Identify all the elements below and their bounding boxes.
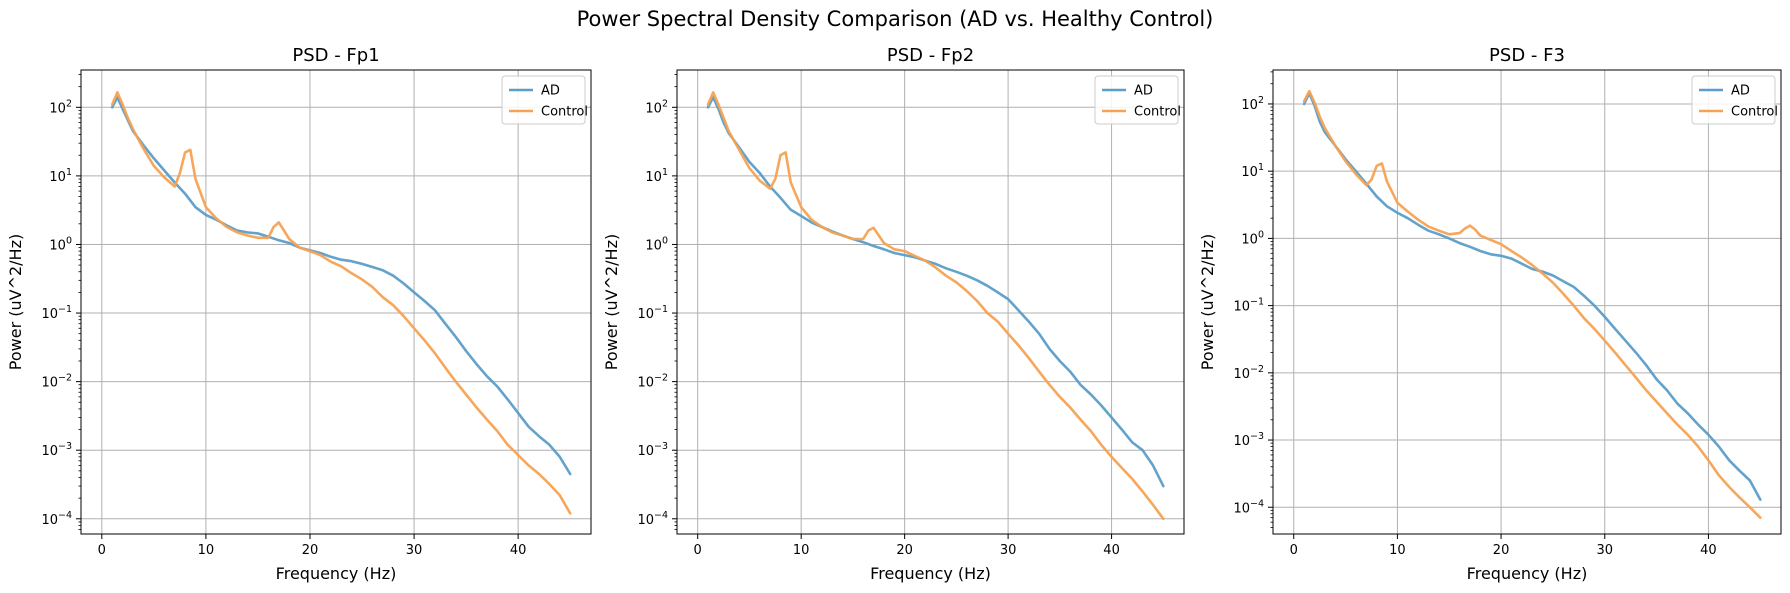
y-tick-label: 10−1 — [637, 304, 668, 322]
y-tick-label: 10−3 — [41, 441, 72, 459]
series-line-control — [1302, 89, 1762, 520]
x-tick-label: 20 — [896, 543, 913, 558]
legend: AD Control — [1691, 75, 1778, 125]
x-tick-label: 40 — [1103, 543, 1120, 558]
y-tick-label: 102 — [49, 98, 72, 116]
legend: AD Control — [501, 75, 588, 125]
x-tick-label: 10 — [793, 543, 810, 558]
y-tick-label: 10−2 — [1233, 364, 1264, 382]
series-line-control — [110, 91, 572, 515]
y-tick-label: 100 — [49, 235, 72, 253]
series-line-ad — [110, 96, 572, 476]
chart-title: PSD - F3 — [1489, 45, 1565, 66]
axes-frame — [676, 69, 1185, 535]
y-tick-label: 10−4 — [41, 510, 72, 528]
legend-label-ad: AD — [1134, 84, 1153, 99]
x-tick-label: 30 — [1000, 543, 1017, 558]
x-tick-label: 40 — [1700, 543, 1717, 558]
y-tick-label: 100 — [1241, 229, 1264, 247]
y-tick-label: 10−2 — [637, 373, 668, 391]
chart-panel-2: PSD - Fp2 0 10 20 30 40 10−4 10−3 10−2 10−1 100 101… — [602, 45, 1185, 583]
series-line-control — [706, 91, 1165, 521]
series-line-ad — [706, 96, 1165, 488]
chart-panel-3: PSD - F3 0 10 20 30 40 10−4 10−3 10−2 10−1 100 101 1… — [1198, 45, 1782, 583]
legend-label-control: Control — [1731, 105, 1778, 120]
y-tick-label: 10−3 — [637, 441, 668, 459]
y-tick-label: 10−4 — [1233, 498, 1264, 516]
x-tick-label: 30 — [1596, 543, 1613, 558]
y-axis-label: Power (uV^2/Hz) — [602, 234, 621, 370]
y-tick-label: 101 — [1241, 162, 1264, 180]
chart-title: PSD - Fp1 — [292, 45, 379, 66]
y-tick-label: 100 — [645, 235, 668, 253]
x-tick-label: 0 — [1290, 543, 1298, 558]
y-tick-label: 101 — [645, 167, 668, 185]
y-tick-label: 10−1 — [41, 304, 72, 322]
x-tick-label: 20 — [1493, 543, 1510, 558]
y-tick-label: 10−1 — [1233, 297, 1264, 315]
figure-suptitle: Power Spectral Density Comparison (AD vs… — [577, 7, 1214, 31]
x-tick-label: 40 — [510, 543, 527, 558]
y-tick-label: 102 — [1241, 95, 1264, 113]
y-tick-label: 10−3 — [1233, 431, 1264, 449]
x-tick-label: 0 — [694, 543, 702, 558]
axes-frame — [80, 69, 592, 535]
y-tick-label: 10−2 — [41, 373, 72, 391]
legend-label-ad: AD — [541, 84, 560, 99]
x-tick-label: 10 — [198, 543, 215, 558]
axes-frame — [1272, 69, 1782, 535]
y-tick-label: 102 — [645, 98, 668, 116]
y-tick-label: 10−4 — [637, 510, 668, 528]
x-tick-label: 30 — [406, 543, 423, 558]
x-tick-label: 0 — [98, 543, 106, 558]
legend: AD Control — [1094, 75, 1181, 125]
x-axis-label: Frequency (Hz) — [276, 564, 397, 583]
x-tick-label: 20 — [302, 543, 319, 558]
legend-label-ad: AD — [1731, 84, 1750, 99]
chart-panel-1: PSD - Fp1 0 10 20 30 40 10−4 10−3 10−2 10−1 100 101… — [6, 45, 592, 583]
y-tick-label: 101 — [49, 167, 72, 185]
x-axis-label: Frequency (Hz) — [1467, 564, 1588, 583]
legend-label-control: Control — [541, 105, 588, 120]
chart-title: PSD - Fp2 — [887, 45, 974, 66]
legend-label-control: Control — [1134, 105, 1181, 120]
y-axis-label: Power (uV^2/Hz) — [1198, 234, 1217, 370]
series-line-ad — [1302, 91, 1762, 501]
y-axis-label: Power (uV^2/Hz) — [6, 234, 25, 370]
x-axis-label: Frequency (Hz) — [870, 564, 991, 583]
x-tick-label: 10 — [1389, 543, 1406, 558]
